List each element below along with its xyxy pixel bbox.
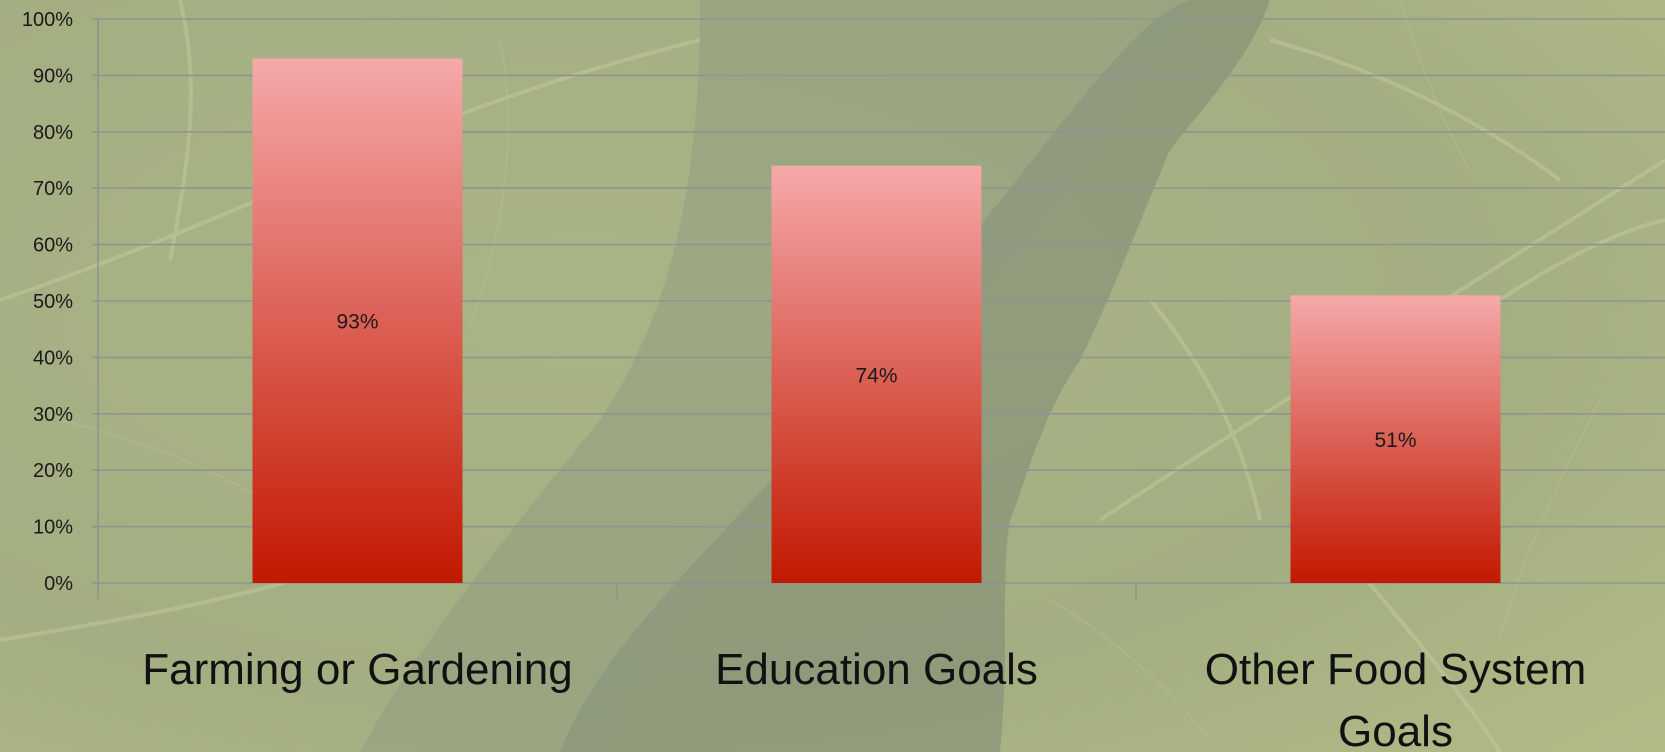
x-tick-label: Farming or Gardening [142,645,572,694]
data-label: 51% [1374,429,1416,452]
y-tick-label: 30% [33,404,73,426]
axes [97,19,1137,599]
y-tick-label: 20% [33,460,73,482]
y-tick-label: 60% [33,235,73,257]
x-tick-label: Other Food System [1205,645,1586,694]
bar [252,58,463,584]
data-label: 74% [855,364,897,387]
x-tick-label: Education Goals [715,645,1038,694]
bars [252,58,1501,584]
y-tick-label: 100% [22,9,73,31]
x-axis-categories: Farming or Gardening Education Goals Other… [142,645,1586,752]
bar [771,165,982,583]
x-tick-label: Goals [1338,707,1453,752]
y-tick-label: 70% [33,178,73,200]
y-tick-label: 0% [44,573,73,595]
y-tick-label: 90% [33,65,73,87]
data-labels: 93% 74% 51% [336,311,1416,452]
y-tick-label: 80% [33,122,73,144]
bar [1290,295,1501,583]
y-axis-ticks: 0% 10% 20% 30% 40% 50% 60% 70% 80% 90% 100% [22,9,73,595]
y-tick-label: 50% [33,291,73,313]
y-tick-label: 40% [33,347,73,369]
y-tick-label: 10% [33,517,73,539]
data-label: 93% [336,311,378,334]
